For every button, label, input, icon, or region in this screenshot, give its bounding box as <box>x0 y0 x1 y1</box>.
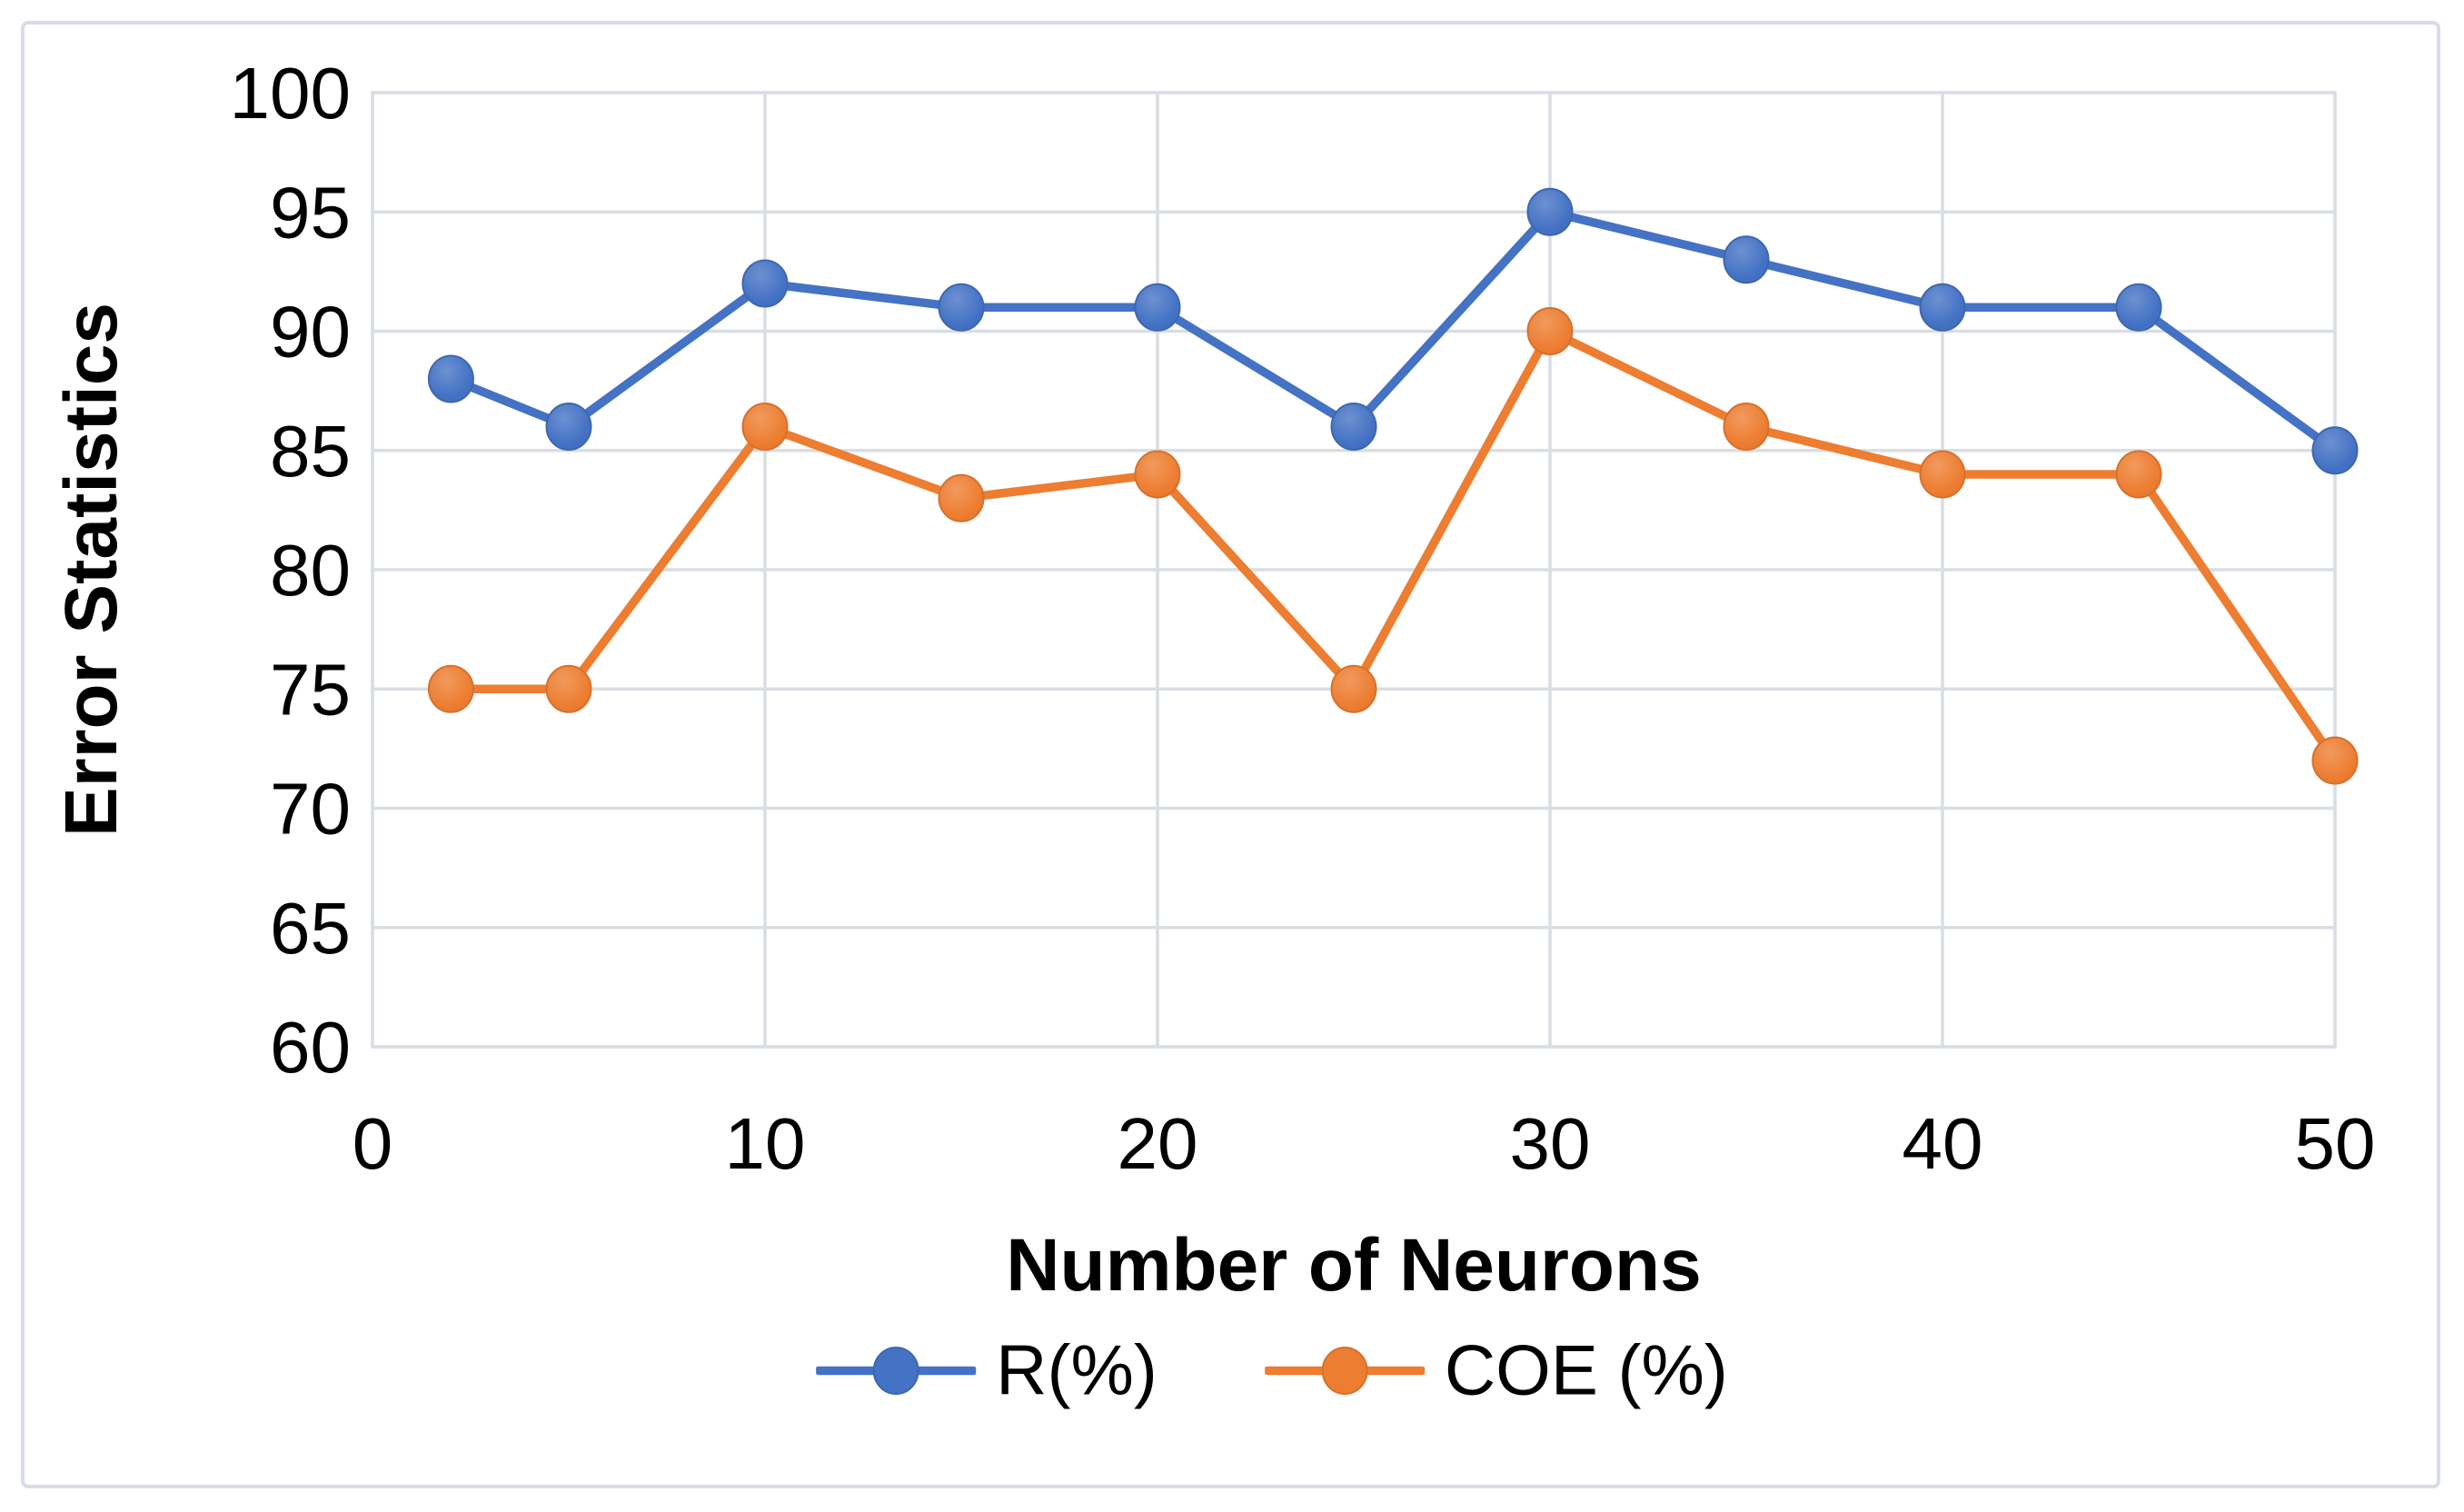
x-tick-label: 40 <box>1903 1103 1983 1184</box>
y-tick-label: 95 <box>270 172 351 253</box>
y-tick-label: 100 <box>230 53 351 134</box>
y-tick-label: 80 <box>270 530 351 611</box>
legend-label-coe: COE (%) <box>1444 1329 1728 1410</box>
y-tick-label: 65 <box>270 888 351 969</box>
x-axis-title: Number of Neurons <box>1006 1224 1702 1307</box>
x-tick-label: 10 <box>725 1103 806 1184</box>
x-tick-label: 30 <box>1510 1103 1591 1184</box>
coe-series-marker-icon <box>1264 1346 1425 1395</box>
x-tick-label: 0 <box>353 1103 393 1184</box>
legend-item-r: R(%) <box>816 1329 1157 1412</box>
y-tick-label: 90 <box>270 292 351 373</box>
y-tick-label: 75 <box>270 649 351 730</box>
y-tick-label: 60 <box>270 1007 351 1088</box>
legend: R(%) COE (%) <box>816 1329 1728 1412</box>
chart-frame <box>21 21 2440 1488</box>
y-tick-label: 85 <box>270 411 351 492</box>
legend-item-coe: COE (%) <box>1264 1329 1728 1412</box>
legend-label-r: R(%) <box>996 1329 1157 1410</box>
r-series-marker-icon <box>816 1346 977 1395</box>
y-axis-title: Error Statistics <box>50 303 133 837</box>
y-tick-label: 70 <box>270 769 351 850</box>
x-tick-label: 20 <box>1118 1103 1198 1184</box>
x-tick-label: 50 <box>2295 1103 2376 1184</box>
